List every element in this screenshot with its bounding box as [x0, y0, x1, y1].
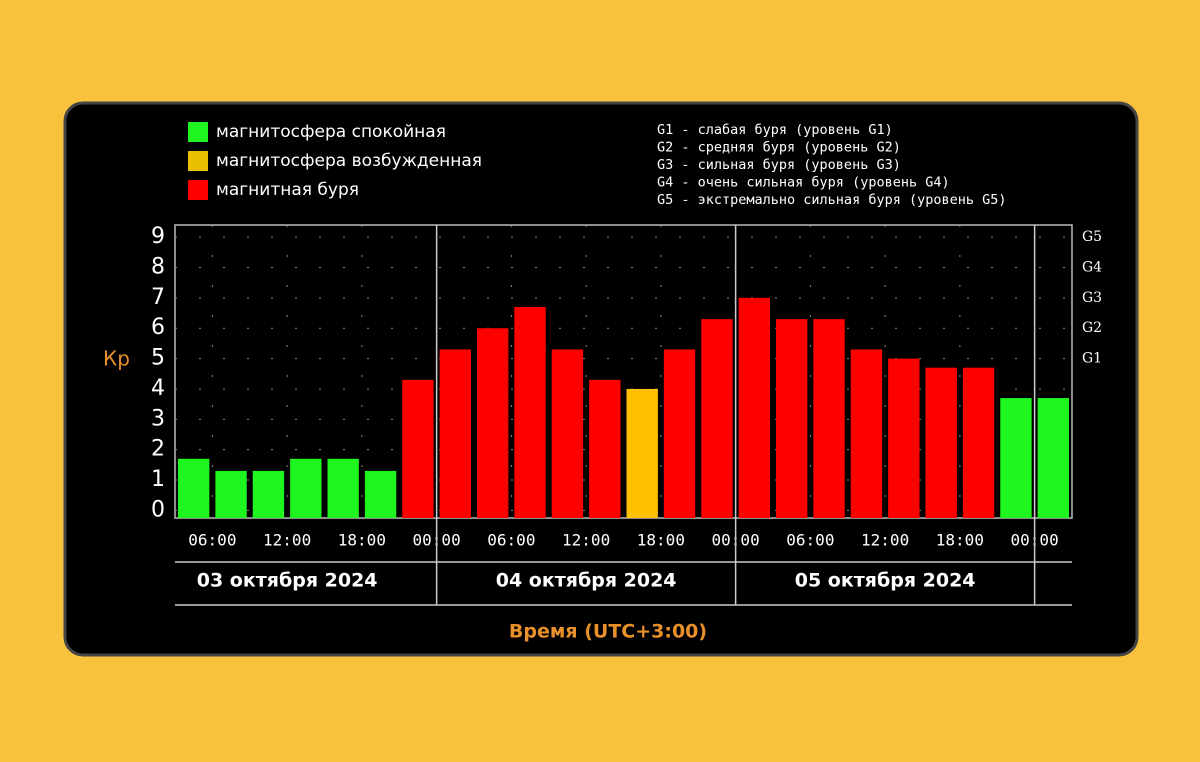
x-tick-label: 12:00	[263, 531, 311, 550]
bar	[477, 328, 509, 518]
legend-swatch	[188, 122, 208, 142]
bar	[402, 379, 434, 518]
y-label: Кр	[103, 347, 130, 371]
bar	[1000, 398, 1032, 518]
x-tick-label: 12:00	[562, 531, 610, 550]
bar	[962, 367, 995, 518]
bar	[776, 319, 808, 518]
x-tick-label: 06:00	[786, 531, 834, 550]
bar	[439, 349, 471, 518]
y-tick-label: 1	[151, 467, 165, 492]
y-tick-label: 8	[151, 255, 165, 280]
bar	[215, 470, 247, 518]
y-tick-label: 9	[151, 224, 165, 249]
bar	[551, 349, 584, 518]
bar	[738, 297, 770, 518]
y-tick-label: 6	[151, 315, 165, 340]
y2-tick-label: G2	[1082, 320, 1102, 336]
bar	[290, 458, 322, 518]
y2-tick-label: G4	[1082, 260, 1102, 276]
y-tick-label: 4	[151, 376, 165, 401]
bar	[626, 388, 658, 518]
bar	[888, 358, 920, 518]
y-tick-label: 0	[151, 497, 165, 522]
storm-level: G4 - очень сильная буря (уровень G4)	[657, 175, 950, 191]
legend-swatch	[188, 180, 208, 200]
x-tick-label: 06:00	[487, 531, 535, 550]
x-label: Время (UTC+3:00)	[509, 621, 707, 643]
bar	[701, 319, 733, 518]
bar	[589, 379, 621, 518]
legend-label: магнитосфера спокойная	[216, 122, 446, 142]
y2-tick-label: G5	[1082, 229, 1102, 245]
bar	[327, 458, 359, 518]
bar	[850, 349, 883, 518]
y-tick-label: 2	[151, 437, 165, 462]
x-tick-label: 18:00	[936, 531, 984, 550]
bar	[364, 470, 397, 518]
y-tick-label: 7	[151, 285, 165, 310]
x-tick-label: 06:00	[188, 531, 236, 550]
y-tick-label: 3	[151, 406, 165, 431]
storm-level: G3 - сильная буря (уровень G3)	[657, 157, 901, 173]
bar	[252, 470, 285, 518]
bar	[1037, 398, 1069, 518]
storm-level: G1 - слабая буря (уровень G1)	[657, 122, 893, 138]
bar	[663, 349, 696, 518]
date-label: 04 октября 2024	[496, 570, 677, 592]
y-tick-label: 5	[151, 346, 165, 371]
bar	[178, 458, 210, 518]
storm-level: G5 - экстремально сильная буря (уровень …	[657, 192, 1007, 208]
date-label: 05 октября 2024	[795, 570, 976, 592]
bar	[514, 306, 546, 518]
legend-label: магнитосфера возбужденная	[216, 151, 482, 171]
x-tick-label: 12:00	[861, 531, 909, 550]
bar	[925, 367, 957, 518]
date-label: 03 октября 2024	[197, 570, 378, 592]
x-tick-label: 18:00	[338, 531, 386, 550]
y2-tick-label: G3	[1082, 290, 1102, 306]
plot-frame	[174, 224, 1073, 519]
y2-tick-label: G1	[1082, 351, 1102, 367]
x-tick-label: 18:00	[637, 531, 685, 550]
legend-label: магнитная буря	[216, 180, 359, 200]
storm-level: G2 - средняя буря (уровень G2)	[657, 140, 901, 156]
bar	[813, 319, 845, 518]
legend-swatch	[188, 151, 208, 171]
